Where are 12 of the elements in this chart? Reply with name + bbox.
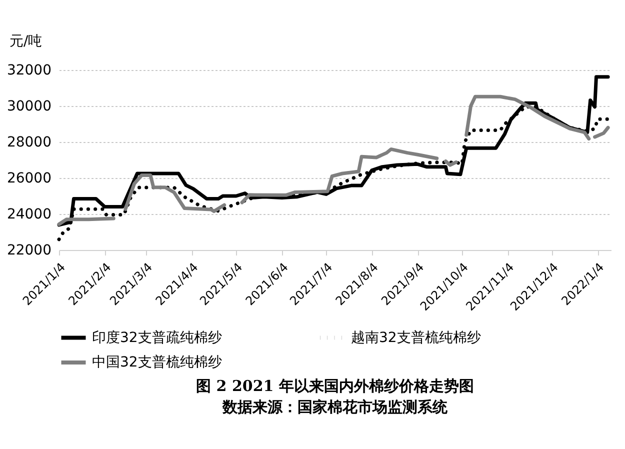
y-tick-label: 32000 [6,62,52,78]
y-tick-label: 30000 [6,98,52,114]
legend-label: 越南32支普梳纯棉纱 [351,328,481,346]
y-axis-title: 元/吨 [10,34,42,50]
y-tick-label: 24000 [6,206,52,222]
source-note: 数据来源：国家棉花市场监测系统 [222,398,448,416]
legend-label: 中国32支普梳纯棉纱 [92,354,222,370]
text: 图 2 2021 年以来国内外棉纱价格走势图 [196,377,474,395]
legend-label: 印度32支普疏纯棉纱 [92,328,222,346]
y-tick-label: 26000 [6,170,52,186]
y-tick-label: 22000 [6,242,52,258]
y-tick-label: 28000 [6,134,52,150]
